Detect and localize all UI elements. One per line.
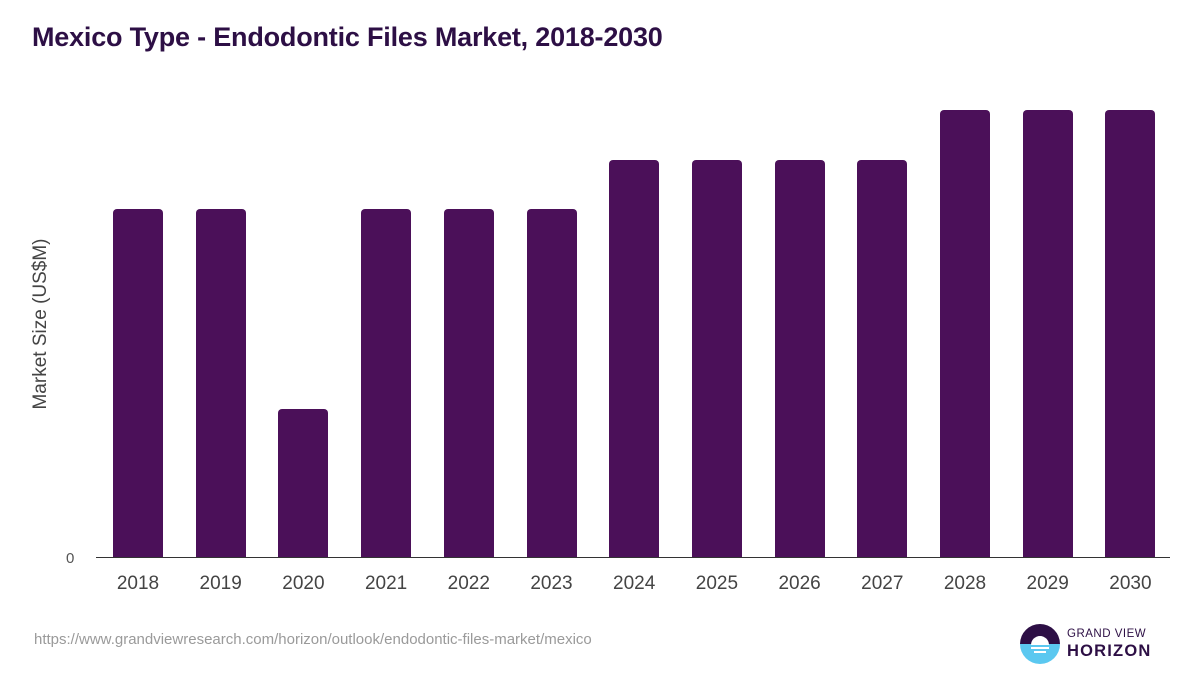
- bar-2022[interactable]: [443, 209, 494, 558]
- horizon-logo-icon: [1020, 624, 1060, 664]
- x-tick-2028: 2028: [943, 573, 987, 594]
- bar-2021[interactable]: [361, 209, 412, 558]
- logo-text-grand-view: GRAND VIEW: [1067, 627, 1147, 640]
- bar-2018[interactable]: [113, 209, 163, 558]
- bar-2020[interactable]: [278, 408, 329, 558]
- bar-2027[interactable]: [857, 159, 908, 558]
- bar-2023[interactable]: [526, 209, 577, 558]
- x-tick-2021: 2021: [364, 573, 408, 594]
- x-tick-2022: 2022: [447, 573, 490, 594]
- x-tick-2027: 2027: [861, 573, 904, 594]
- y-axis-tick-zero: 0: [66, 550, 75, 567]
- x-tick-2023: 2023: [530, 573, 573, 594]
- bar-2026[interactable]: [774, 159, 825, 558]
- source-url[interactable]: https://www.grandviewresearch.com/horizo…: [34, 631, 592, 648]
- bar-2030[interactable]: [1105, 109, 1156, 558]
- grand-view-horizon-logo[interactable]: GRAND VIEW HORIZON: [1019, 623, 1151, 665]
- x-tick-2030: 2030: [1109, 573, 1152, 594]
- logo-text-horizon: HORIZON: [1067, 642, 1152, 660]
- y-axis-label: Market Size (US$M): [30, 238, 51, 410]
- bar-2028[interactable]: [940, 109, 990, 558]
- x-tick-2024: 2024: [613, 573, 656, 594]
- x-tick-2019: 2019: [199, 573, 242, 594]
- x-tick-2026: 2026: [778, 573, 821, 594]
- x-tick-2025: 2025: [695, 573, 739, 594]
- bar-2025[interactable]: [691, 159, 742, 558]
- bar-2019[interactable]: [195, 209, 246, 558]
- bar-2024[interactable]: [609, 159, 660, 558]
- plot-area: [96, 60, 1170, 558]
- bar-2029[interactable]: [1022, 109, 1073, 558]
- x-tick-2020: 2020: [282, 573, 325, 594]
- chart-title: Mexico Type - Endodontic Files Market, 2…: [32, 22, 663, 52]
- x-tick-2029: 2029: [1026, 573, 1069, 594]
- x-tick-2018: 2018: [116, 573, 160, 594]
- x-axis-line: [96, 557, 1170, 558]
